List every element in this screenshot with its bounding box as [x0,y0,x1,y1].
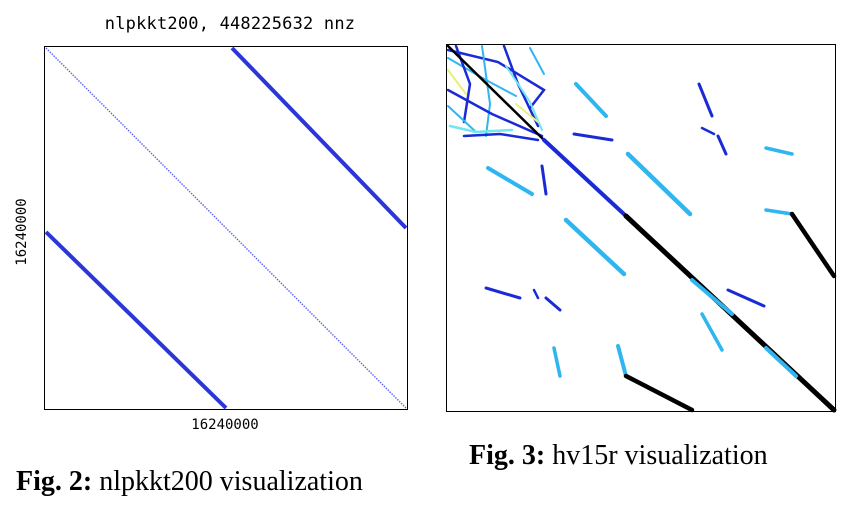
fig2-caption-label: Fig. 2: [16,466,93,497]
fig2-main-diagonal [45,47,407,409]
fig2-plot-title: nlpkkt200, 448225632 nnz [104,14,356,34]
fig3-caption: Fig. 3: hv15r visualization [469,440,768,472]
fig3-sparsity-plot [446,44,837,413]
fig2-x-tick-label: 16240000 [191,417,259,433]
fig3-top-left-cluster [446,44,546,142]
fig2-upper-band [230,46,408,230]
fig3-scattered-blocks [484,82,837,413]
fig3-caption-label: Fig. 3: [469,440,546,471]
fig3-caption-text: hv15r visualization [552,440,768,471]
fig2-caption-text: nlpkkt200 visualization [99,466,363,497]
fig2-caption: Fig. 2: nlpkkt200 visualization [16,466,363,498]
fig2-sparsity-plot [44,46,408,410]
fig2-y-tick-label: 16240000 [14,198,30,266]
fig2-lower-band [44,230,228,410]
